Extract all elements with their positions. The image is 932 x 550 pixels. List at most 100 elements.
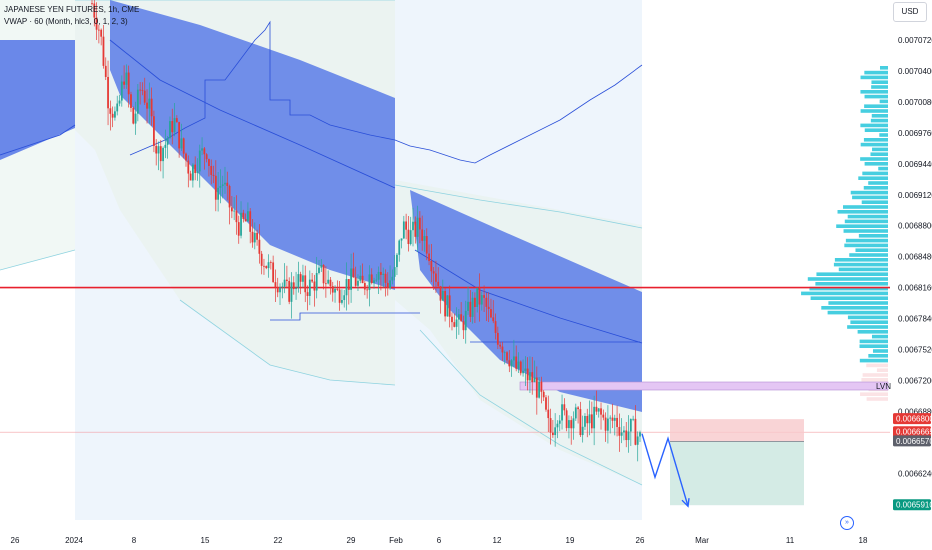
candle-body — [339, 289, 341, 302]
candle-body — [522, 371, 524, 373]
y-tick-label: 0.0070720 — [898, 36, 932, 45]
candle-body — [408, 230, 410, 244]
candle-body — [316, 273, 318, 291]
volume-profile-bar — [871, 119, 888, 123]
y-tick-label: 0.0070400 — [898, 67, 932, 76]
candle-body — [355, 277, 357, 285]
candle-body — [164, 145, 166, 148]
candle-body — [137, 90, 139, 114]
candle-body — [91, 3, 93, 4]
candle-body — [203, 148, 205, 154]
volume-profile-bar — [816, 272, 888, 276]
volume-profile-bar — [839, 268, 888, 272]
volume-profile-bar — [864, 104, 888, 108]
candle-body — [256, 233, 258, 240]
volume-profile-bar — [880, 100, 888, 104]
candle-body — [382, 274, 384, 275]
volume-profile-bar — [860, 392, 888, 396]
candle-body — [318, 268, 320, 273]
candle-body — [268, 262, 270, 268]
candle-body — [210, 166, 212, 175]
candle-body — [139, 90, 141, 91]
volume-profile-bar — [845, 220, 888, 224]
candle-body — [497, 333, 499, 345]
candle-body — [378, 272, 380, 280]
candle-body — [552, 433, 554, 435]
candle-body — [550, 418, 552, 433]
candle-body — [311, 280, 313, 282]
candle-body — [162, 148, 164, 161]
candle-body — [167, 138, 169, 145]
volume-profile-bar — [858, 330, 888, 334]
candle-body — [373, 280, 375, 283]
candle-body — [440, 286, 442, 300]
candle-body — [185, 154, 187, 161]
candle-body — [446, 295, 448, 316]
candle-body — [171, 121, 173, 132]
candle-body — [192, 165, 194, 181]
price-badge: 0.0066570 — [893, 435, 932, 446]
candle-body — [563, 404, 565, 410]
candle-body — [410, 230, 412, 244]
go-to-realtime-icon[interactable]: » — [840, 516, 854, 530]
candle-body — [481, 295, 483, 304]
volume-profile-bar — [855, 248, 888, 252]
candle-body — [281, 287, 283, 288]
candle-body — [605, 418, 607, 431]
candle-body — [538, 382, 540, 398]
candle-body — [488, 307, 490, 309]
volume-profile-bar — [860, 124, 888, 128]
candle-body — [444, 291, 446, 316]
indicator-legend[interactable]: VWAP · 60 (Month, hlc3, 0, 1, 2, 3) — [4, 17, 128, 26]
price-badge-label: 0.0065910 — [896, 501, 932, 510]
candle-body — [109, 108, 111, 114]
volume-profile-bar — [848, 215, 888, 219]
volume-profile-bar — [815, 282, 888, 286]
volume-profile-bar — [866, 364, 888, 368]
candle-body — [589, 414, 591, 423]
volume-profile-bar — [864, 138, 888, 142]
candle-body — [304, 275, 306, 292]
candle-body — [380, 272, 382, 275]
candle-body — [125, 73, 127, 85]
candle-body — [291, 282, 293, 301]
candle-body — [430, 261, 432, 271]
candle-body — [247, 211, 249, 221]
candle-body — [295, 288, 297, 289]
candle-body — [485, 298, 487, 307]
candle-body — [307, 292, 309, 296]
candle-body — [190, 174, 192, 181]
currency-label[interactable]: USD — [893, 2, 927, 22]
candle-body — [146, 103, 148, 109]
candle-body — [314, 281, 316, 290]
candle-body — [573, 418, 575, 428]
candle-body — [309, 280, 311, 296]
volume-profile-bar — [878, 167, 888, 171]
candle-body — [217, 188, 219, 200]
candle-body — [348, 279, 350, 290]
x-tick-label: 15 — [201, 536, 210, 545]
candle-body — [554, 427, 556, 435]
candle-body — [201, 148, 203, 150]
candle-body — [543, 392, 545, 397]
candle-body — [534, 377, 536, 382]
candle-body — [508, 360, 510, 366]
candle-body — [233, 211, 235, 212]
x-tick-label: 29 — [347, 536, 356, 545]
candle-body — [598, 408, 600, 411]
volume-profile-bar — [862, 172, 888, 176]
candle-body — [614, 418, 616, 421]
candle-body — [121, 82, 123, 101]
volume-profile-bar — [859, 234, 888, 238]
candle-body — [297, 274, 299, 288]
candle-body — [476, 288, 478, 307]
candle-body — [394, 267, 396, 277]
candle-body — [529, 372, 531, 380]
candle-body — [506, 352, 508, 360]
candle-body — [472, 298, 474, 317]
candle-body — [286, 280, 288, 281]
candle-body — [128, 73, 130, 95]
candle-body — [579, 409, 581, 435]
